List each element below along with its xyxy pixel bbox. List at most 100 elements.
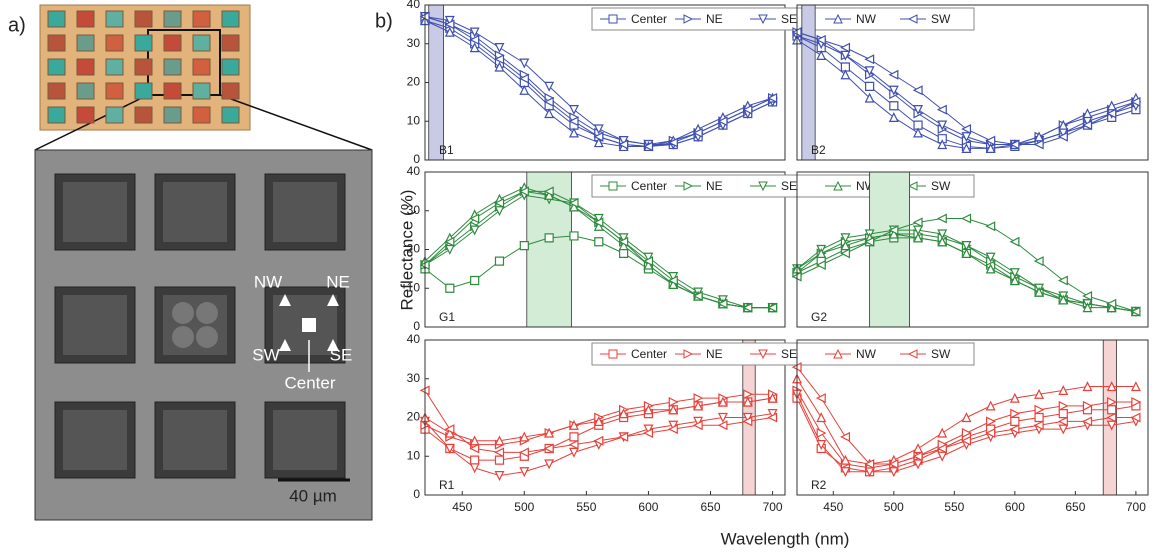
- data-point: [1082, 108, 1093, 119]
- data-point: [569, 432, 579, 442]
- pixel: [76, 10, 95, 28]
- data-point: [519, 84, 530, 95]
- data-point: [1107, 397, 1118, 407]
- data-point: [643, 256, 654, 267]
- data-point: [618, 408, 629, 419]
- data-point: [494, 471, 505, 481]
- arrow-label: Center: [284, 373, 335, 392]
- data-point: [667, 424, 678, 435]
- data-point: [1057, 416, 1068, 427]
- pixel: [221, 58, 240, 76]
- data-point: [593, 416, 604, 426]
- panel-annotation: R2: [811, 478, 827, 492]
- data-point: [961, 428, 972, 438]
- data-point: [1010, 416, 1020, 426]
- pixel: [105, 106, 124, 124]
- data-point: [667, 137, 678, 148]
- plot-frame: [424, 4, 786, 161]
- data-point: [1058, 385, 1069, 395]
- pixel-inner: [273, 410, 337, 470]
- plot: 450 500 550 600 650 700 R2: [791, 339, 1149, 514]
- data-point: [1082, 416, 1093, 427]
- data-point: [1130, 412, 1141, 423]
- y-tick-label: 10: [407, 280, 421, 294]
- pixel: [105, 58, 124, 76]
- pixel: [105, 82, 124, 100]
- legend-label: SE: [781, 179, 797, 193]
- data-point: [840, 62, 851, 72]
- pixel: [105, 34, 124, 52]
- legend-label: SE: [781, 12, 797, 26]
- data-point: [840, 42, 851, 53]
- plot-frame: [796, 4, 1149, 161]
- data-point: [1106, 420, 1117, 431]
- data-point: [643, 404, 654, 415]
- y-tick-label: 10: [407, 448, 421, 462]
- pixel-inner: [63, 410, 127, 470]
- pixel: [47, 10, 66, 28]
- legend-box: [591, 342, 975, 366]
- panel-annotation: G2: [811, 310, 827, 324]
- data-point: [717, 396, 728, 407]
- legend-label: NE: [706, 347, 723, 361]
- data-point: [618, 136, 629, 146]
- data-point: [1131, 397, 1142, 407]
- pixel: [105, 10, 124, 28]
- sub-pixel: [196, 326, 218, 348]
- data-point: [961, 435, 972, 446]
- data-point: [889, 101, 899, 111]
- series-line: [424, 186, 773, 309]
- legend-marker: [907, 181, 918, 191]
- pixel: [76, 58, 95, 76]
- legend-label: SW: [931, 179, 951, 193]
- data-point: [544, 233, 554, 243]
- data-point: [568, 447, 579, 458]
- plot-frame: [796, 171, 1149, 328]
- y-tick-label: 0: [413, 487, 420, 501]
- pixel: [134, 82, 153, 100]
- y-tick-label: 30: [407, 36, 421, 50]
- data-point: [668, 404, 679, 415]
- data-point: [519, 431, 530, 442]
- sub-pixel: [172, 326, 194, 348]
- panel-label: b): [375, 10, 393, 32]
- data-point: [1058, 294, 1069, 305]
- data-point: [692, 127, 703, 138]
- legend-marker: [833, 180, 843, 191]
- data-point: [618, 233, 629, 244]
- data-point: [494, 198, 505, 208]
- data-point: [985, 428, 996, 438]
- plot: 0 10 20 30 40 B1 Center NE SE NW SW: [407, 0, 975, 166]
- pixel: [221, 34, 240, 52]
- data-point: [815, 260, 826, 270]
- legend: Center NE SE NW SW: [591, 174, 975, 198]
- data-point: [864, 459, 875, 469]
- data-point: [469, 225, 480, 236]
- data-point: [494, 256, 505, 266]
- data-point: [1010, 408, 1021, 419]
- data-point: [593, 435, 604, 446]
- pixel: [192, 106, 211, 124]
- y-tick-label: 40: [407, 164, 421, 178]
- data-point: [937, 427, 948, 438]
- data-point: [961, 143, 972, 153]
- data-point: [840, 467, 851, 478]
- data-point: [815, 393, 826, 404]
- data-point: [767, 302, 778, 313]
- data-point: [1082, 291, 1093, 301]
- data-point: [643, 259, 654, 270]
- data-point: [864, 92, 875, 103]
- data-point: [494, 43, 505, 53]
- data-point: [767, 409, 778, 419]
- data-point: [913, 232, 924, 243]
- plot-frame: [796, 339, 1149, 496]
- pixel: [221, 106, 240, 124]
- legend-label: SW: [931, 12, 951, 26]
- legend-marker: [683, 14, 694, 24]
- data-point: [568, 439, 579, 450]
- data-point: [767, 93, 778, 103]
- legend-label: Center: [631, 12, 667, 26]
- pixel-inner: [163, 410, 227, 470]
- data-point: [717, 420, 728, 431]
- data-point: [469, 435, 480, 446]
